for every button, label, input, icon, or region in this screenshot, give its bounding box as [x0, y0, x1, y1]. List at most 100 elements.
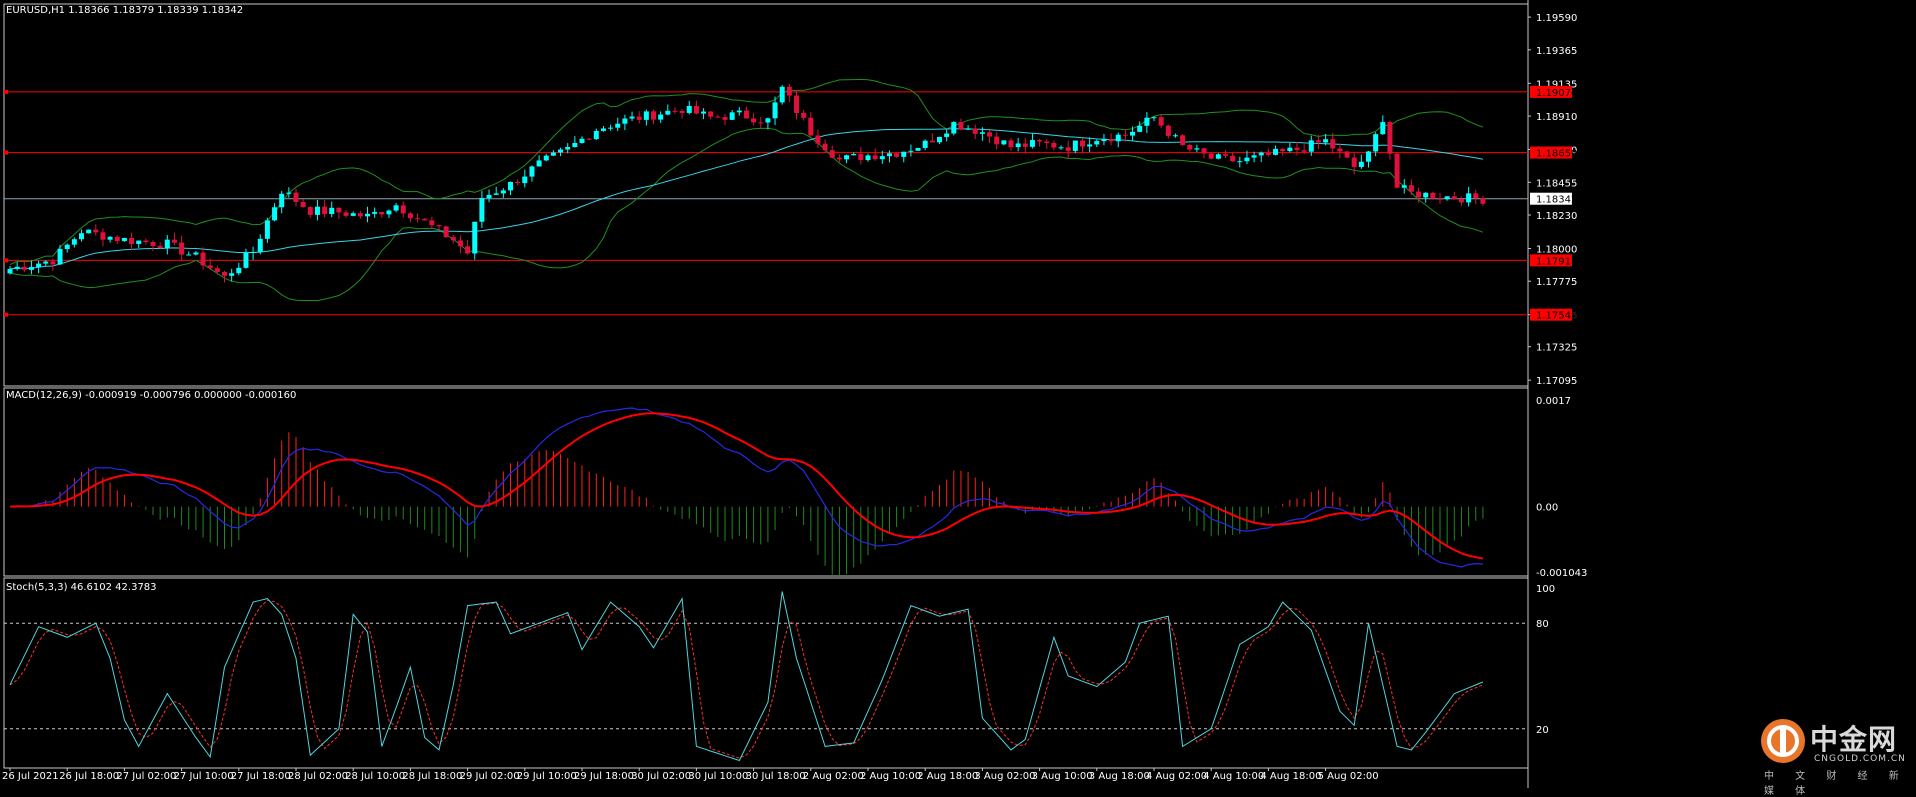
macd-tick-label: 0.00: [1536, 503, 1558, 514]
candle-body: [951, 122, 957, 134]
macd-tick-label: 0.0017: [1536, 396, 1571, 407]
candle-body: [1387, 122, 1393, 154]
candle-body: [836, 157, 842, 160]
candle-body: [565, 147, 571, 150]
time-tick-label: 29 Jul 10:00: [517, 771, 577, 782]
candle-body: [822, 143, 828, 151]
candle-body: [1094, 141, 1100, 145]
stoch-tick-label: 100: [1536, 584, 1555, 595]
candle-body: [779, 86, 785, 103]
candle-body: [808, 117, 814, 136]
level-anchor: [4, 312, 8, 317]
time-tick-label: 28 Jul 02:00: [288, 771, 348, 782]
candle-body: [50, 261, 56, 265]
time-tick-label: 2 Aug 10:00: [860, 771, 921, 782]
candle-body: [1287, 147, 1293, 152]
level-anchor: [4, 89, 8, 94]
candle-body: [1101, 139, 1107, 142]
candle-body: [1301, 150, 1307, 152]
panel-frame: [3, 577, 1529, 769]
candle-body: [357, 213, 363, 217]
candle-body: [722, 117, 728, 120]
candle-body: [944, 133, 950, 137]
candle-body: [450, 237, 456, 241]
candle-body: [293, 192, 299, 202]
candle-body: [21, 266, 27, 270]
candle-body: [994, 136, 1000, 145]
candle-body: [1458, 198, 1464, 203]
candle-body: [643, 111, 649, 120]
candle-body: [286, 192, 292, 194]
candle-body: [965, 128, 971, 130]
bollinger-upper: [9, 78, 1484, 266]
stochastic-indicator: [4, 591, 1528, 762]
candle-body: [1044, 141, 1050, 144]
candle-body: [393, 205, 399, 211]
candle-body: [407, 213, 413, 219]
candle-body: [558, 149, 564, 153]
candle-body: [1351, 157, 1357, 167]
panel-frames: [3, 0, 1529, 788]
candle-body: [1416, 191, 1422, 198]
candle-body: [844, 155, 850, 160]
candle-body: [679, 110, 685, 113]
time-tick-label: 4 Aug 02:00: [1146, 771, 1207, 782]
candle-body: [1401, 185, 1407, 188]
stoch-panel-title: Stoch(5,3,3) 46.6102 42.3783: [6, 582, 157, 593]
candle-body: [136, 240, 142, 244]
candle-body: [772, 102, 778, 119]
candle-body: [979, 132, 985, 134]
stoch-tick-label: 20: [1536, 725, 1549, 736]
candle-body: [665, 110, 671, 115]
time-tick-label: 30 Jul 10:00: [688, 771, 748, 782]
candle-body: [572, 143, 578, 148]
candle-body: [1258, 152, 1264, 156]
candle-body: [493, 193, 499, 195]
candle-body: [586, 138, 592, 140]
candle-body: [1001, 140, 1007, 145]
candle-body: [1466, 193, 1472, 203]
candle-body: [636, 116, 642, 120]
candle-body: [987, 132, 993, 137]
candle-body: [851, 154, 857, 156]
price-axis: 1.195901.193651.191351.189101.186801.184…: [1528, 13, 1587, 736]
watermark: 中金网 CNGOLD.COM.CN 中 文 财 经 新 媒 体: [1758, 716, 1908, 797]
candle-body: [593, 130, 599, 140]
candle-body: [57, 248, 63, 265]
candle-body: [1137, 125, 1143, 132]
watermark-site: CNGOLD.COM.CN: [1814, 754, 1906, 764]
candle-body: [1337, 148, 1343, 152]
stoch-signal-line: [9, 599, 1484, 759]
candle-body: [1244, 157, 1250, 162]
candle-body: [522, 176, 528, 184]
candle-body: [1208, 153, 1214, 159]
candle-body: [1015, 143, 1021, 148]
candle-body: [729, 112, 735, 120]
candle-body: [279, 193, 285, 208]
candle-body: [901, 151, 907, 157]
candle-body: [829, 150, 835, 158]
watermark-tagline: 中 文 财 经 新 媒 体: [1764, 771, 1908, 797]
candle-body: [629, 116, 635, 119]
macd-main-line: [9, 407, 1483, 568]
candle-body: [1451, 196, 1457, 199]
candle-body: [958, 122, 964, 130]
candle-body: [43, 261, 49, 264]
candle-body: [1022, 143, 1028, 147]
candle-body: [1072, 140, 1078, 151]
candle-body: [651, 111, 656, 120]
candle-body: [1008, 140, 1014, 148]
candle-body: [872, 155, 878, 160]
candle-body: [865, 155, 871, 161]
candle-body: [193, 252, 199, 255]
candle-body: [536, 160, 542, 167]
candle-body: [794, 95, 799, 113]
candle-body: [1330, 139, 1336, 149]
candle-body: [686, 105, 692, 113]
candle-body: [550, 152, 556, 156]
candle-body: [1165, 125, 1171, 136]
macd-panel-title: MACD(12,26,9) -0.000919 -0.000796 0.0000…: [6, 390, 297, 401]
candle-body: [1430, 192, 1436, 199]
candle-body: [429, 220, 435, 226]
